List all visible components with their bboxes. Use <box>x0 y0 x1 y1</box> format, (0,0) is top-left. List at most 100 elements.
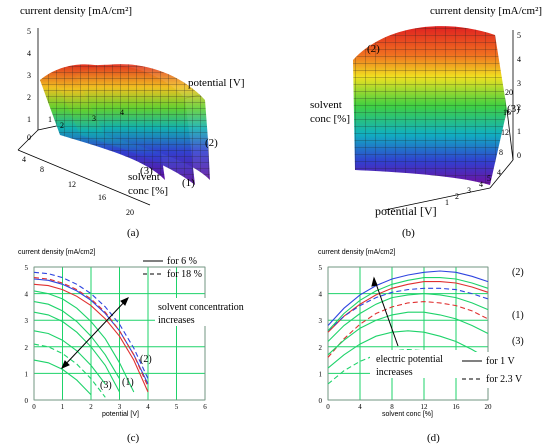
panel-a-caption: (a) <box>127 227 140 239</box>
panel-b-x-label: potential [V] <box>375 204 437 218</box>
c-series-line <box>33 359 92 396</box>
panel-a-3d-surface: 5 4 3 2 1 0 1 2 3 4 4 8 12 16 20 current… <box>17 5 245 217</box>
panel-a-z-tick: 2 <box>27 93 31 102</box>
c-series-line <box>33 277 149 387</box>
d-series-line <box>327 281 489 333</box>
panel-d-legend: for 1 V for 2.3 V <box>458 352 548 388</box>
c-x-tick: 3 <box>118 403 122 411</box>
panel-a-y-tick: 4 <box>22 155 26 164</box>
c-y-tick: 2 <box>25 344 29 352</box>
d-x-tick: 4 <box>358 403 362 411</box>
panel-b-x-tick: 4 <box>479 180 483 189</box>
panel-d-series <box>327 270 489 385</box>
d-y-tick: 5 <box>319 264 323 272</box>
d-series-line <box>327 311 489 356</box>
panel-a-curve-label: (1) <box>182 177 195 189</box>
c-series-line <box>33 311 120 393</box>
c-series-line <box>33 301 120 379</box>
panel-d-arrow <box>371 276 399 347</box>
panel-c-curve-label: (2) <box>140 354 152 365</box>
c-y-tick: 0 <box>25 397 29 405</box>
d-x-tick: 8 <box>390 403 394 411</box>
panel-d-curve-label: (1) <box>512 310 524 321</box>
panel-c-annotation: solvent concentration <box>158 302 244 313</box>
panel-b-z-tick: 5 <box>517 31 521 40</box>
panel-a-surface-2 <box>75 64 210 180</box>
panel-d-annotation: electric potential <box>376 354 443 365</box>
panel-b-y-label: conc [%] <box>310 113 350 125</box>
d-series-line <box>327 330 489 369</box>
panel-c-grid <box>33 266 206 401</box>
panel-a-y-label: solvent <box>128 171 160 183</box>
panel-c-curve-label: (3) <box>100 380 112 391</box>
d-series-line <box>327 270 489 326</box>
panel-b-y-tick: 20 <box>505 88 513 97</box>
panel-a-z-tick: 3 <box>27 71 31 80</box>
panel-c-arrow <box>61 297 129 369</box>
c-series-line <box>33 283 149 393</box>
panel-c-legend-item: for 6 % <box>167 256 197 267</box>
panel-b-x-tick: 5 <box>487 174 491 183</box>
panel-b-curve-label: (2) <box>367 43 380 55</box>
c-x-tick: 4 <box>146 403 150 411</box>
panel-b-z-tick: 2 <box>517 103 521 112</box>
c-y-tick: 5 <box>25 264 29 272</box>
panel-c-legend-item: for 18 % <box>167 269 202 280</box>
c-series-line <box>33 271 149 379</box>
panel-b-caption: (b) <box>402 227 415 239</box>
d-x-tick: 0 <box>326 403 330 411</box>
c-plot-frame <box>33 266 206 401</box>
panel-d-x-label: solvent conc [%] <box>382 411 433 418</box>
panel-b-y-tick: 4 <box>497 168 501 177</box>
panel-a-y-tick: 20 <box>126 208 134 217</box>
panel-c-caption: (c) <box>127 432 140 444</box>
panel-b-y-label: solvent <box>310 99 342 111</box>
c-series-line <box>33 290 135 393</box>
d-y-tick: 3 <box>319 317 323 325</box>
c-x-tick: 2 <box>89 403 93 411</box>
c-y-tick: 3 <box>25 317 29 325</box>
panel-d-curve-label: (3) <box>512 336 524 347</box>
panel-a-curve-label: (3) <box>140 165 153 177</box>
panel-a-x-label: potential [V] <box>188 77 245 89</box>
panel-a-y-label: conc [%] <box>128 185 168 197</box>
panel-b-y-tick: 8 <box>499 148 503 157</box>
panel-b-z-tick: 4 <box>517 55 521 64</box>
c-y-tick: 1 <box>25 370 29 378</box>
d-series-line <box>327 293 489 342</box>
panel-b-z-tick: 3 <box>517 79 521 88</box>
panel-c-legend: for 6 % for 18 % <box>143 256 202 280</box>
c-x-tick: 6 <box>203 403 207 411</box>
panel-a-z-label: current density [mA/cm²] <box>20 5 132 17</box>
panel-a-y-tick: 8 <box>40 165 44 174</box>
panel-c-series <box>33 271 149 398</box>
panel-b-z-tick: 1 <box>517 127 521 136</box>
panel-a-y-tick: 16 <box>98 193 106 202</box>
panel-a-z-tick: 1 <box>27 115 31 124</box>
panel-a-z-tick: 0 <box>27 133 31 142</box>
d-x-tick: 12 <box>421 403 429 411</box>
panel-a-x-tick: 2 <box>60 121 64 130</box>
panel-b-surface <box>353 26 507 186</box>
panel-d-curve-label: (2) <box>512 267 524 278</box>
panel-c-curve-label: (1) <box>122 377 134 388</box>
panel-b-y-tick: 12 <box>501 128 509 137</box>
d-x-tick: 20 <box>485 403 493 411</box>
panel-d-annotation: increases <box>376 367 413 378</box>
c-y-tick: 4 <box>25 291 29 299</box>
d-y-tick: 1 <box>319 370 323 378</box>
panel-b-curve-label: (3) <box>507 103 520 115</box>
c-x-tick: 1 <box>61 403 65 411</box>
panel-c-annotation: increases <box>158 315 195 326</box>
d-y-tick: 4 <box>319 291 323 299</box>
panel-d-caption: (d) <box>427 432 440 444</box>
panel-c-title: current density [mA/cm2] <box>18 249 95 256</box>
panel-a-x-tick: 3 <box>92 114 96 123</box>
d-series-line <box>327 287 489 332</box>
panel-c-x-label: potential [V] <box>102 411 139 418</box>
panel-b-3d-surface: 5 4 3 2 1 0 1 2 3 4 5 4 8 12 16 20 curre… <box>310 5 542 218</box>
d-series-line <box>327 301 489 358</box>
panel-c-line-chart: current density [mA/cm2] 0 1 2 3 4 5 6 0 1 2 3 4 5 p… <box>18 249 265 418</box>
panel-b-y-tick: 16 <box>503 108 511 117</box>
